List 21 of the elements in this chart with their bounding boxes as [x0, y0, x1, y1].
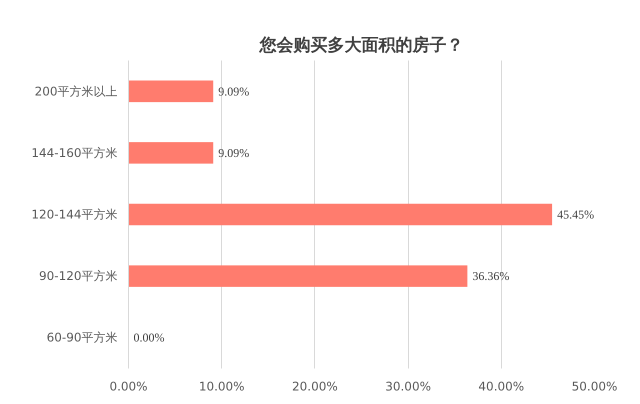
data-label: 9.09%: [218, 146, 250, 160]
bar: [128, 142, 214, 164]
y-tick-label: 60-90平方米: [46, 330, 118, 345]
x-tick-label: 50.00%: [572, 380, 618, 394]
data-label: 0.00%: [134, 330, 164, 345]
y-tick-label: 200平方米以上: [34, 84, 118, 98]
x-tick-label: 40.00%: [478, 380, 524, 394]
data-label: 9.09%: [218, 84, 250, 98]
x-tick-label: 10.00%: [198, 380, 245, 394]
y-tick-label: 144-160平方米: [31, 146, 118, 160]
x-tick-label: 30.00%: [385, 380, 431, 394]
y-tick-label: 120-144平方米: [31, 208, 118, 222]
x-tick-label: 0.00%: [109, 380, 148, 394]
x-tick-label: 20.00%: [292, 380, 338, 394]
y-tick-label: 90-120平方米: [38, 269, 118, 284]
bar: [128, 204, 552, 226]
data-label: 36.36%: [472, 269, 510, 284]
data-label: 45.45%: [557, 208, 594, 222]
bar: [128, 265, 468, 287]
bar: [128, 80, 214, 102]
chart-title: 您会购买多大面积的房子？: [258, 36, 464, 56]
